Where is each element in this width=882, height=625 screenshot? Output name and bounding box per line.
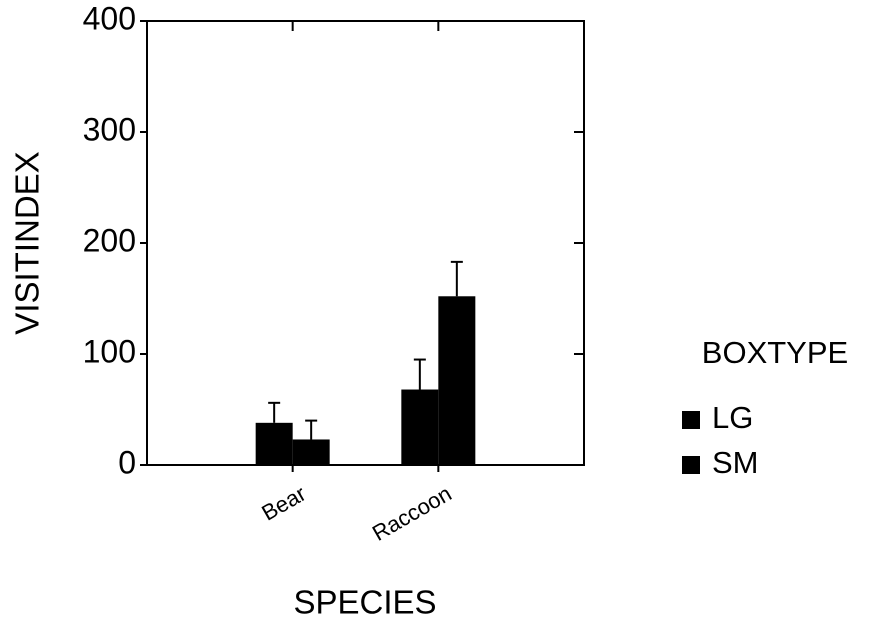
bar [292, 439, 330, 465]
bar [438, 296, 476, 465]
y-tick-label: 0 [118, 444, 136, 480]
legend-swatch [682, 411, 700, 429]
bar [401, 389, 439, 465]
y-tick-label: 400 [83, 0, 136, 36]
x-axis-label: SPECIES [293, 584, 436, 621]
y-tick-label: 300 [83, 111, 136, 147]
y-axis-label: VISITINDEX [9, 151, 46, 334]
x-tick-label: Bear [257, 481, 310, 526]
legend-label: LG [712, 400, 753, 435]
legend-title: BOXTYPE [702, 335, 848, 370]
bar [255, 422, 293, 465]
plot-frame [146, 20, 585, 466]
x-tick-label: Raccoon [368, 481, 456, 546]
y-tick-label: 100 [83, 333, 136, 369]
legend-label: SM [712, 445, 759, 480]
legend-swatch [682, 456, 700, 474]
y-tick-label: 200 [83, 222, 136, 258]
